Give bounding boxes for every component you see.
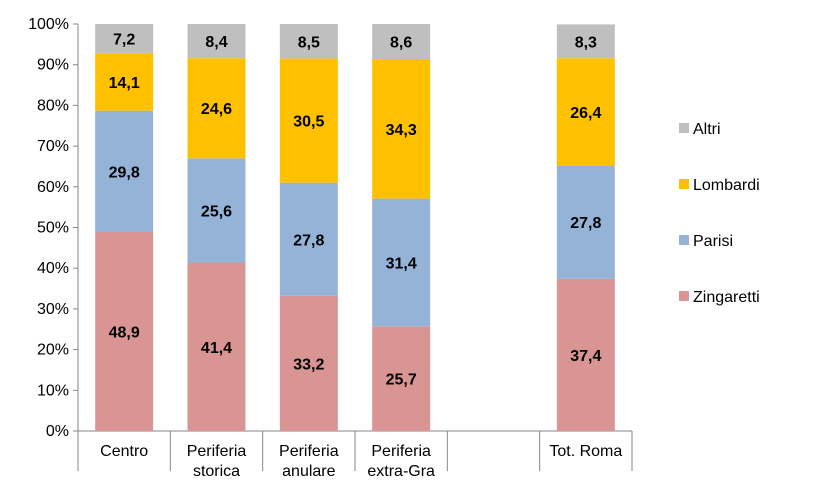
bar-segment-altri [187,24,246,59]
data-label: 41,4 [201,340,232,357]
data-label: 27,8 [570,215,601,232]
bar-segment-altri [556,24,615,59]
bar-segment-parisi [372,198,431,327]
bar-segment-lombardi [372,59,431,199]
bar-segment-lombardi [556,58,615,166]
x-category-label: Periferia [187,443,247,460]
data-label: 8,4 [205,34,227,51]
data-label: 8,5 [298,34,320,51]
y-tick-label: 70% [37,138,69,155]
x-category-label: Tot. Roma [549,443,622,460]
bar-segment-zingaretti [372,326,431,431]
y-tick-label: 80% [37,97,69,114]
data-label: 7,2 [113,32,135,49]
y-tick-label: 60% [37,179,69,196]
data-label: 29,8 [109,164,140,181]
bar-segment-zingaretti [95,231,154,431]
y-tick-label: 40% [37,260,69,277]
bar-segment-zingaretti [556,278,615,431]
legend-label: Lombardi [693,177,760,194]
x-category-label: Centro [100,443,148,460]
y-tick-label: 100% [28,16,69,33]
data-label: 25,7 [386,372,417,389]
bar-segment-altri [372,24,431,60]
legend-label: Zingaretti [693,289,760,306]
bar-segment-lombardi [95,53,154,111]
legend-swatch [679,235,689,245]
bar-segment-lombardi [187,58,246,159]
data-labels: 48,9 29,8 14,1 7,2 41,4 25,6 24,6 8,4 33,2 27,8 30… [109,32,602,389]
data-label: 34,3 [386,122,417,139]
data-label: 8,6 [390,35,412,52]
bar-segment-parisi [187,158,246,263]
y-tick-label: 50% [37,220,69,237]
legend-swatch [679,123,689,133]
x-category-label: anulare [282,463,335,480]
y-tick-label: 30% [37,301,69,318]
bars [95,24,615,431]
legend-label: Parisi [693,233,733,250]
legend: Altri Lombardi Parisi Zingaretti [679,121,760,306]
x-category-label: storica [193,463,240,480]
bar-segment-parisi [279,182,338,296]
y-tick-label: 20% [37,342,69,359]
data-label: 27,8 [293,232,324,249]
data-label: 31,4 [386,256,417,273]
bar-segment-parisi [95,110,154,232]
y-tick-label: 10% [37,382,69,399]
data-label: 14,1 [109,75,140,92]
x-category-label: Periferia [371,443,431,460]
data-label: 25,6 [201,203,232,220]
legend-swatch [679,179,689,189]
y-tick-label: 90% [37,57,69,74]
bar-segment-altri [279,24,338,59]
x-category-label: extra-Gra [367,463,435,480]
data-label: 30,5 [293,114,324,131]
bar-segment-parisi [556,165,615,279]
data-label: 33,2 [293,356,324,373]
y-tick-label: 0% [46,423,69,440]
data-label: 26,4 [570,105,601,122]
data-label: 8,3 [575,34,597,51]
x-category-label: Periferia [279,443,339,460]
data-label: 24,6 [201,101,232,118]
axes: 0% 10% 20% 30% 40% 50% 60% 70% 80% 90% 100% Centro P… [28,16,633,480]
legend-label: Altri [693,121,721,138]
bar-segment-zingaretti [279,295,338,431]
legend-swatch [679,291,689,301]
bar-segment-altri [95,24,154,54]
data-label: 48,9 [109,324,140,341]
data-label: 37,4 [570,348,601,365]
bar-segment-zingaretti [187,262,246,431]
bar-segment-lombardi [279,58,338,183]
